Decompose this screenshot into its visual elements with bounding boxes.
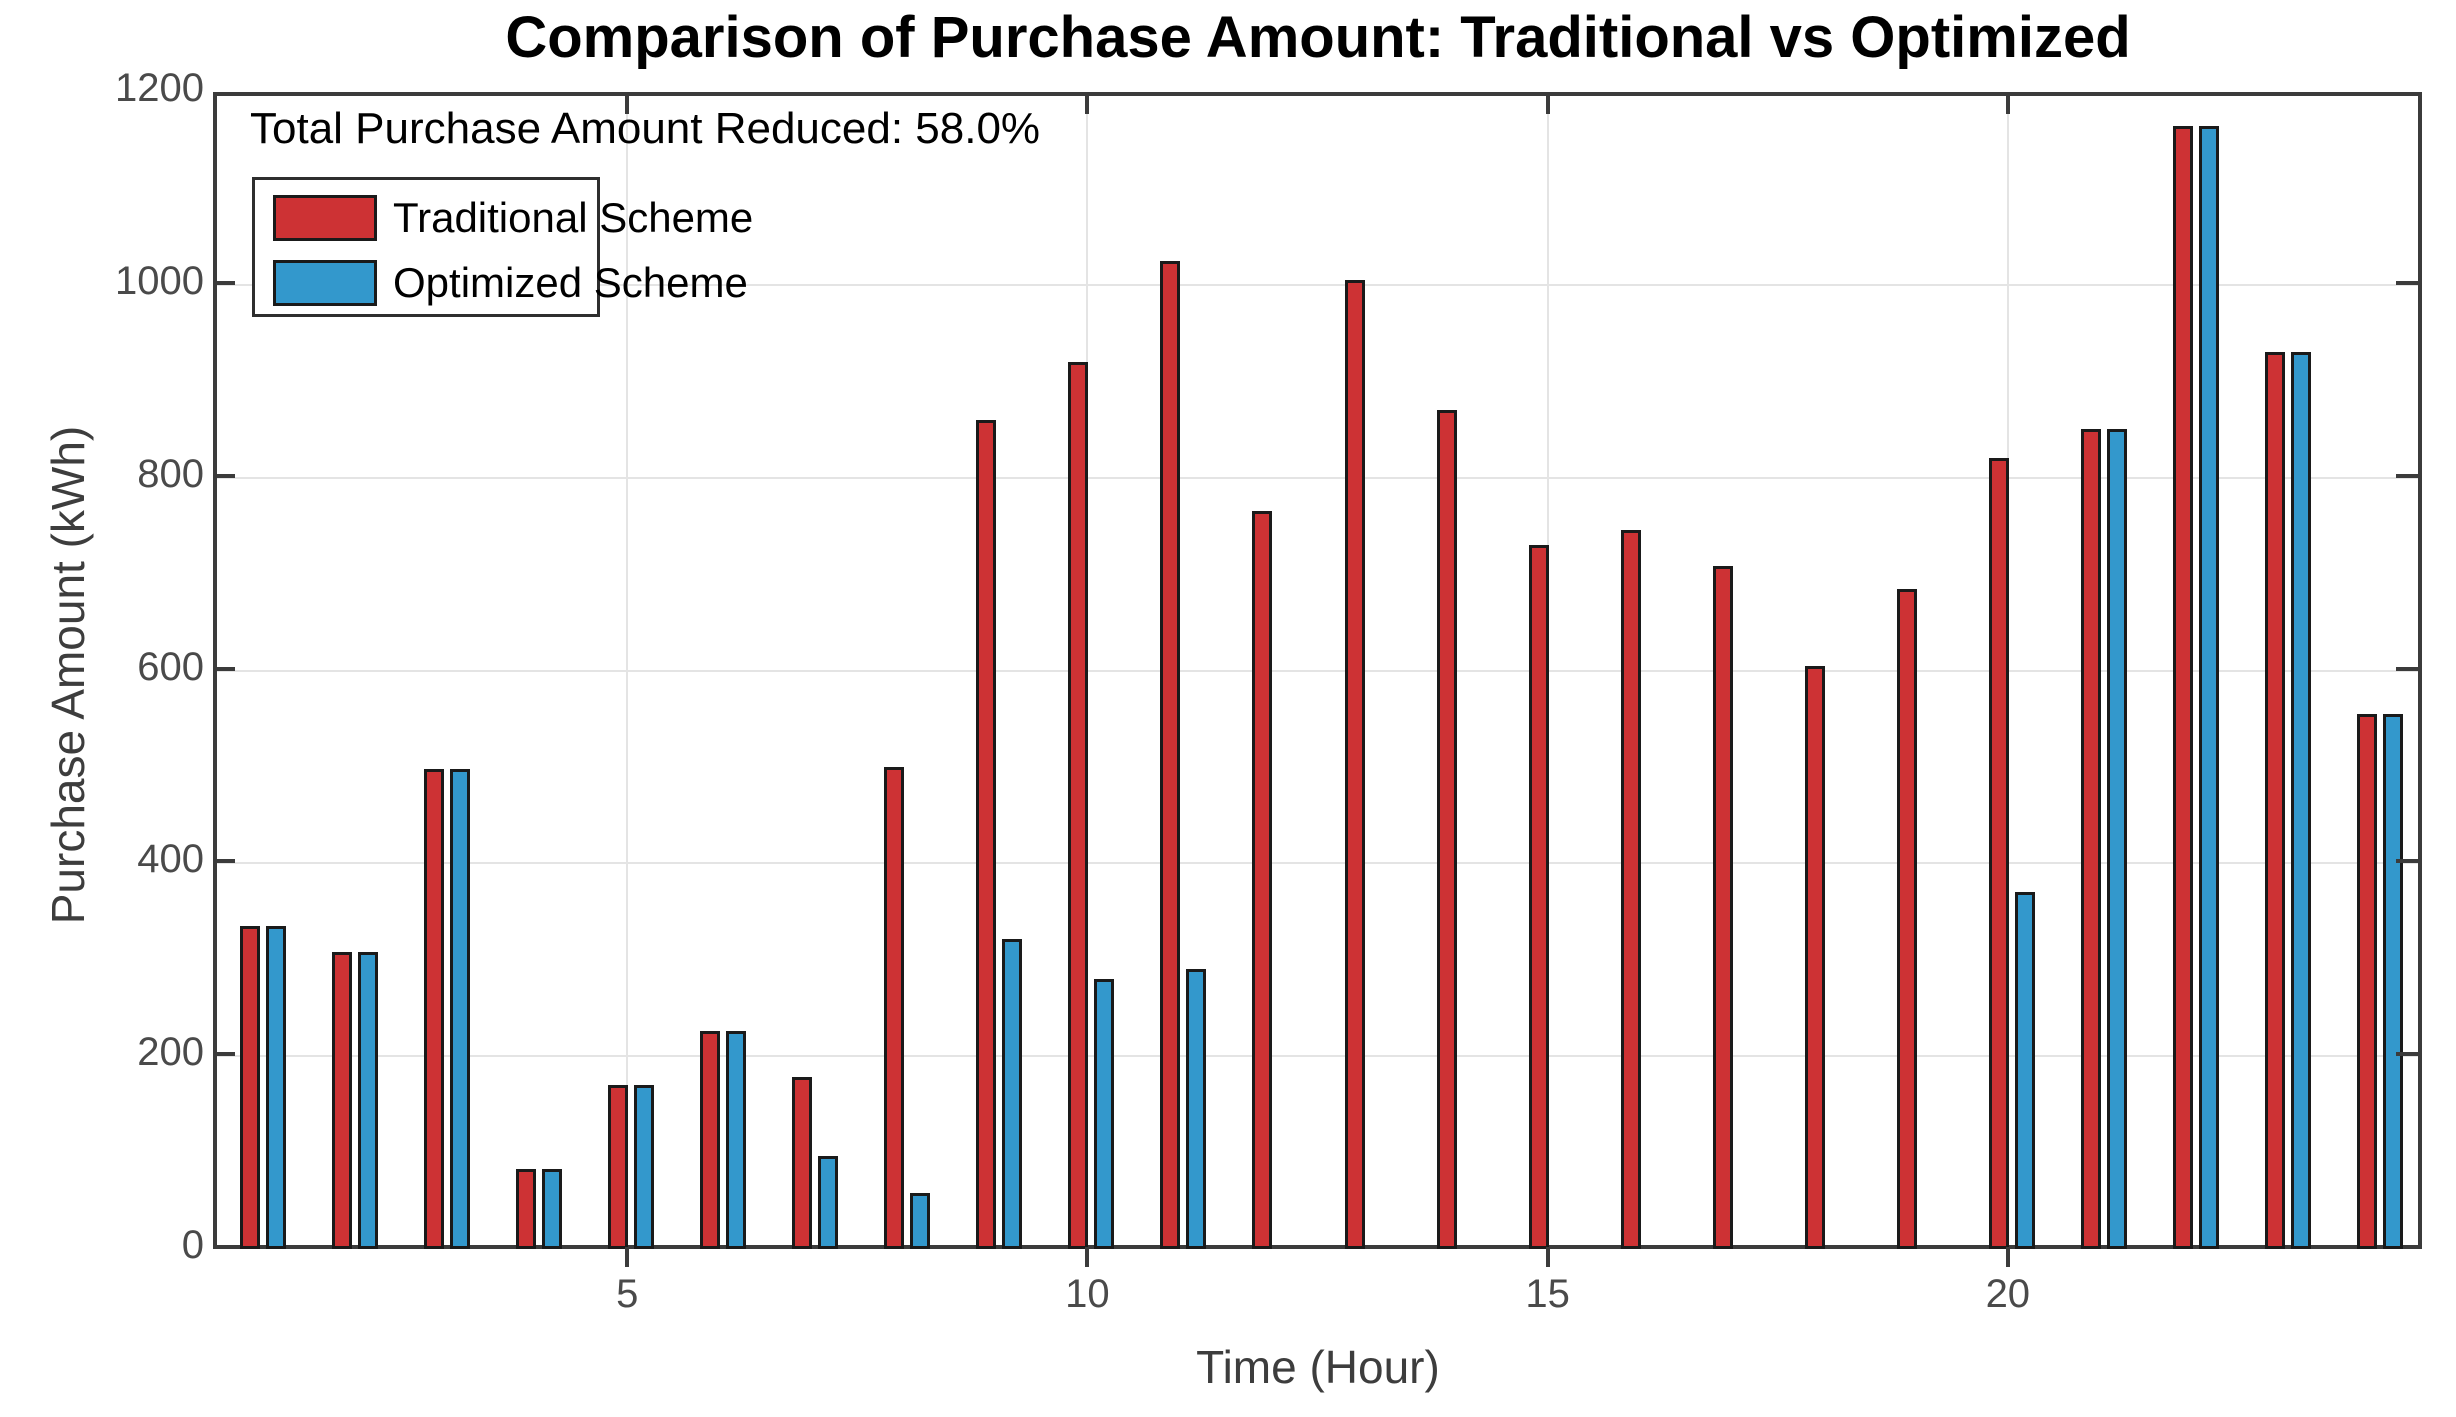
y-tick-right — [2396, 1052, 2418, 1057]
traditional-bar-h1 — [240, 926, 260, 1249]
x-axis-label: Time (Hour) — [1196, 1341, 1440, 1393]
v-gridline — [626, 96, 629, 1245]
x-tick-top — [2005, 92, 2010, 114]
x-tick-label: 5 — [616, 1272, 639, 1316]
x-tick-label: 20 — [1985, 1272, 2031, 1316]
y-tick-right — [2396, 859, 2418, 864]
x-tick-bottom — [625, 1247, 630, 1267]
optimized-bar-h9 — [1002, 939, 1022, 1249]
traditional-bar-h3 — [424, 769, 444, 1249]
y-tick-left — [213, 280, 235, 285]
optimized-bar-h10 — [1094, 979, 1114, 1249]
traditional-bar-h7 — [792, 1077, 812, 1249]
traditional-bar-h15 — [1529, 545, 1549, 1249]
optimized-bar-h1 — [266, 926, 286, 1249]
x-tick-bottom — [1545, 1247, 1550, 1267]
y-tick-label: 800 — [137, 451, 204, 496]
x-tick-bottom — [2005, 1247, 2010, 1267]
x-tick-label: 10 — [1065, 1272, 1110, 1316]
traditional-bar-h6 — [700, 1031, 720, 1249]
chart-title: Comparison of Purchase Amount: Tradition… — [505, 5, 2131, 70]
traditional-bar-h12 — [1252, 511, 1272, 1249]
optimized-bar-h4 — [542, 1169, 562, 1249]
traditional-bar-h11 — [1160, 261, 1180, 1249]
legend-label-traditional: Traditional Scheme — [393, 194, 754, 241]
y-tick-label: 400 — [137, 837, 204, 882]
h-gridline — [217, 862, 2418, 865]
optimized-bar-h8 — [910, 1193, 930, 1249]
h-gridline — [217, 476, 2418, 479]
optimized-bar-h7 — [818, 1156, 838, 1249]
reduction-annotation: Total Purchase Amount Reduced: 58.0% — [250, 104, 1041, 153]
y-tick-left — [213, 1052, 235, 1057]
legend-item-traditional: Traditional Scheme — [273, 194, 753, 242]
x-tick-top — [1085, 92, 1090, 114]
optimized-swatch — [273, 260, 377, 306]
legend-item-optimized: Optimized Scheme — [273, 259, 748, 307]
traditional-bar-h18 — [1805, 666, 1825, 1249]
traditional-bar-h21 — [2081, 429, 2101, 1249]
traditional-bar-h2 — [332, 952, 352, 1249]
optimized-bar-h20 — [2015, 892, 2035, 1249]
y-tick-right — [2396, 666, 2418, 671]
y-tick-label: 200 — [137, 1030, 204, 1075]
traditional-bar-h5 — [608, 1085, 628, 1249]
h-gridline — [217, 669, 2418, 672]
optimized-bar-h22 — [2199, 126, 2219, 1249]
plot-area — [213, 92, 2422, 1249]
traditional-bar-h16 — [1621, 530, 1641, 1249]
optimized-bar-h21 — [2107, 429, 2127, 1249]
traditional-bar-h10 — [1068, 362, 1088, 1249]
x-tick-top — [1545, 92, 1550, 114]
y-tick-right — [2396, 280, 2418, 285]
y-tick-left — [213, 859, 235, 864]
traditional-bar-h23 — [2265, 352, 2285, 1249]
y-tick-left — [213, 666, 235, 671]
optimized-bar-h23 — [2291, 352, 2311, 1249]
x-tick-bottom — [1085, 1247, 1090, 1267]
h-gridline — [217, 283, 2418, 286]
y-tick-left — [213, 473, 235, 478]
optimized-bar-h3 — [450, 769, 470, 1249]
optimized-bar-h6 — [726, 1031, 746, 1249]
traditional-bar-h9 — [976, 420, 996, 1249]
y-tick-right — [2396, 473, 2418, 478]
y-tick-label: 1000 — [115, 258, 204, 303]
optimized-bar-h2 — [358, 952, 378, 1249]
traditional-bar-h4 — [516, 1169, 536, 1249]
optimized-bar-h5 — [634, 1085, 654, 1249]
traditional-bar-h13 — [1345, 280, 1365, 1249]
x-tick-label: 15 — [1525, 1272, 1570, 1316]
y-tick-label: 0 — [181, 1223, 204, 1267]
x-tick-top — [625, 92, 630, 114]
traditional-bar-h20 — [1989, 458, 2009, 1249]
optimized-bar-h24 — [2383, 714, 2403, 1249]
legend-label-optimized: Optimized Scheme — [393, 259, 748, 306]
traditional-bar-h8 — [884, 767, 904, 1249]
traditional-bar-h14 — [1437, 410, 1457, 1249]
y-tick-label: 600 — [137, 644, 204, 689]
y-tick-label: 1200 — [115, 66, 204, 110]
traditional-bar-h24 — [2357, 714, 2377, 1249]
legend-box: Traditional Scheme Optimized Scheme — [252, 177, 753, 317]
traditional-bar-h17 — [1713, 566, 1733, 1249]
optimized-bar-h11 — [1186, 969, 1206, 1249]
traditional-bar-h19 — [1897, 589, 1917, 1249]
traditional-swatch — [273, 195, 377, 241]
traditional-bar-h22 — [2173, 126, 2193, 1249]
h-gridline — [217, 1055, 2418, 1058]
